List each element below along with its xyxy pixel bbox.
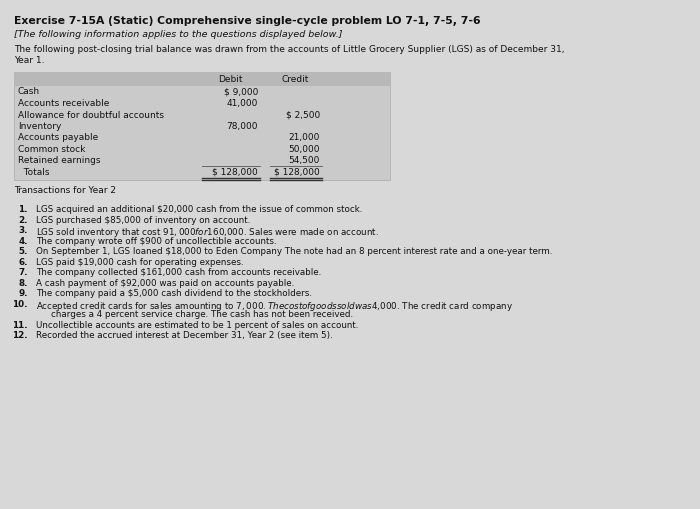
Text: $ 2,500: $ 2,500 <box>286 110 320 119</box>
Text: Debit: Debit <box>218 75 242 84</box>
Text: On September 1, LGS loaned $18,000 to Eden Company The note had an 8 percent int: On September 1, LGS loaned $18,000 to Ed… <box>36 247 552 256</box>
Text: 6.: 6. <box>18 258 28 267</box>
Text: $ 128,000: $ 128,000 <box>212 167 258 177</box>
Text: $ 128,000: $ 128,000 <box>274 167 320 177</box>
Text: Common stock: Common stock <box>18 145 85 154</box>
Text: 7.: 7. <box>18 268 28 277</box>
Text: Retained earnings: Retained earnings <box>18 156 101 165</box>
Text: 3.: 3. <box>18 226 28 235</box>
Text: 8.: 8. <box>19 278 28 288</box>
Text: LGS paid $19,000 cash for operating expenses.: LGS paid $19,000 cash for operating expe… <box>36 258 244 267</box>
Text: 5.: 5. <box>19 247 28 256</box>
Text: A cash payment of $92,000 was paid on accounts payable.: A cash payment of $92,000 was paid on ac… <box>36 278 294 288</box>
Text: The company paid a $5,000 cash dividend to the stockholders.: The company paid a $5,000 cash dividend … <box>36 289 312 298</box>
Text: Uncollectible accounts are estimated to be 1 percent of sales on account.: Uncollectible accounts are estimated to … <box>36 320 358 329</box>
Text: LGS acquired an additional $20,000 cash from the issue of common stock.: LGS acquired an additional $20,000 cash … <box>36 205 363 214</box>
Text: Allowance for doubtful accounts: Allowance for doubtful accounts <box>18 110 164 119</box>
Text: The company wrote off $900 of uncollectible accounts.: The company wrote off $900 of uncollecti… <box>36 237 276 245</box>
Text: Inventory: Inventory <box>18 122 62 131</box>
Text: $ 9,000: $ 9,000 <box>223 88 258 96</box>
Text: LGS sold inventory that cost $91,000 for $160,000. Sales were made on account.: LGS sold inventory that cost $91,000 for… <box>36 226 379 239</box>
Text: 11.: 11. <box>13 320 28 329</box>
Text: The following post-closing trial balance was drawn from the accounts of Little G: The following post-closing trial balance… <box>14 45 564 54</box>
Text: Transactions for Year 2: Transactions for Year 2 <box>14 186 116 195</box>
Text: [The following information applies to the questions displayed below.]: [The following information applies to th… <box>14 30 342 39</box>
Text: Year 1.: Year 1. <box>14 56 45 65</box>
Text: 21,000: 21,000 <box>288 133 320 142</box>
Text: 50,000: 50,000 <box>288 145 320 154</box>
Text: 9.: 9. <box>18 289 28 298</box>
Text: charges a 4 percent service charge. The cash has not been received.: charges a 4 percent service charge. The … <box>40 310 353 319</box>
FancyBboxPatch shape <box>14 73 390 180</box>
Text: Cash: Cash <box>18 88 40 96</box>
Text: 54,500: 54,500 <box>288 156 320 165</box>
FancyBboxPatch shape <box>14 73 390 87</box>
Text: The company collected $161,000 cash from accounts receivable.: The company collected $161,000 cash from… <box>36 268 321 277</box>
Text: 41,000: 41,000 <box>227 99 258 108</box>
Text: 12.: 12. <box>13 331 28 340</box>
Text: 4.: 4. <box>18 237 28 245</box>
Text: Credit: Credit <box>281 75 309 84</box>
Text: Totals: Totals <box>18 167 50 177</box>
Text: 10.: 10. <box>13 299 28 308</box>
Text: Recorded the accrued interest at December 31, Year 2 (see item 5).: Recorded the accrued interest at Decembe… <box>36 331 332 340</box>
Text: Exercise 7-15A (Static) Comprehensive single-cycle problem LO 7-1, 7-5, 7-6: Exercise 7-15A (Static) Comprehensive si… <box>14 16 481 26</box>
Text: Accepted credit cards for sales amounting to $7,000. The cost of goods sold was : Accepted credit cards for sales amountin… <box>36 299 513 313</box>
Text: LGS purchased $85,000 of inventory on account.: LGS purchased $85,000 of inventory on ac… <box>36 216 251 224</box>
Text: Accounts receivable: Accounts receivable <box>18 99 109 108</box>
Text: 1.: 1. <box>18 205 28 214</box>
Text: Accounts payable: Accounts payable <box>18 133 98 142</box>
Text: 78,000: 78,000 <box>227 122 258 131</box>
Text: 2.: 2. <box>18 216 28 224</box>
